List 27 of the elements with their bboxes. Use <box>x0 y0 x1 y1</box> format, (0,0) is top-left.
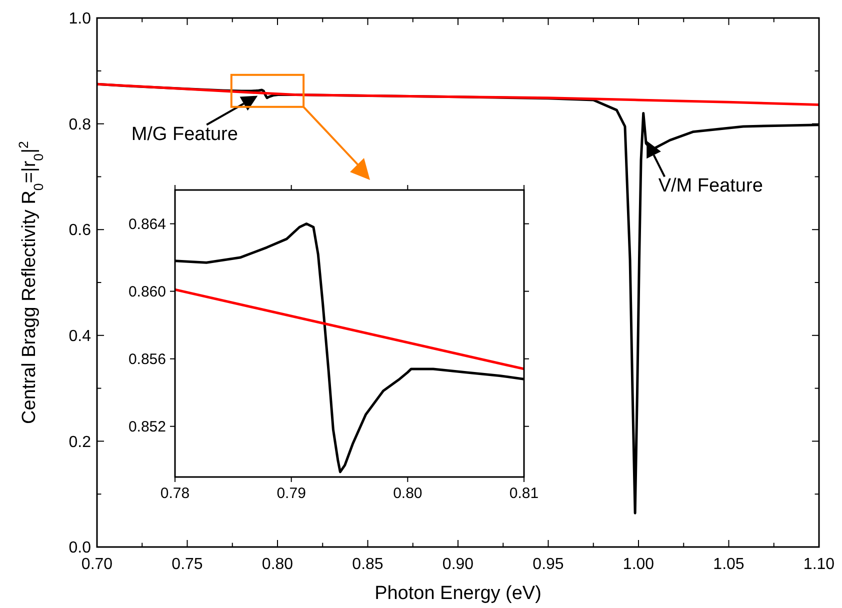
y-tick-label: 0.4 <box>68 328 92 345</box>
x-tick-label: 0.90 <box>442 556 474 573</box>
annotation: V/M Feature <box>658 176 763 197</box>
x-tick-label: 0.79 <box>276 485 306 502</box>
y-tick-label: 0.860 <box>128 284 166 301</box>
x-tick-label: 0.70 <box>81 556 113 573</box>
annotation: M/G Feature <box>131 124 238 145</box>
x-tick-label: 1.00 <box>622 556 654 573</box>
x-axis-title: Photon Energy (eV) <box>374 583 542 604</box>
y-tick-label: 0.2 <box>68 434 92 451</box>
x-tick-label: 0.85 <box>352 556 384 573</box>
y-tick-label: 0.0 <box>68 540 92 557</box>
y-tick-label: 0.864 <box>128 216 166 234</box>
y-tick-label: 0.6 <box>68 222 92 240</box>
y-tick-label: 1.0 <box>68 10 92 28</box>
x-tick-label: 0.81 <box>509 485 539 502</box>
x-tick-label: 0.95 <box>532 556 564 573</box>
x-tick-label: 0.80 <box>393 485 422 502</box>
y-tick-label: 0.856 <box>128 351 166 368</box>
line-series <box>97 82 819 106</box>
y-tick-label: 0.8 <box>68 116 92 134</box>
x-tick-label: 1.05 <box>713 556 744 573</box>
x-tick-label: 0.75 <box>172 556 203 573</box>
x-tick-label: 0.80 <box>262 556 294 573</box>
x-tick-label: 1.10 <box>803 556 835 573</box>
x-tick-label: 0.78 <box>160 485 190 502</box>
y-tick-label: 0.852 <box>128 418 166 436</box>
